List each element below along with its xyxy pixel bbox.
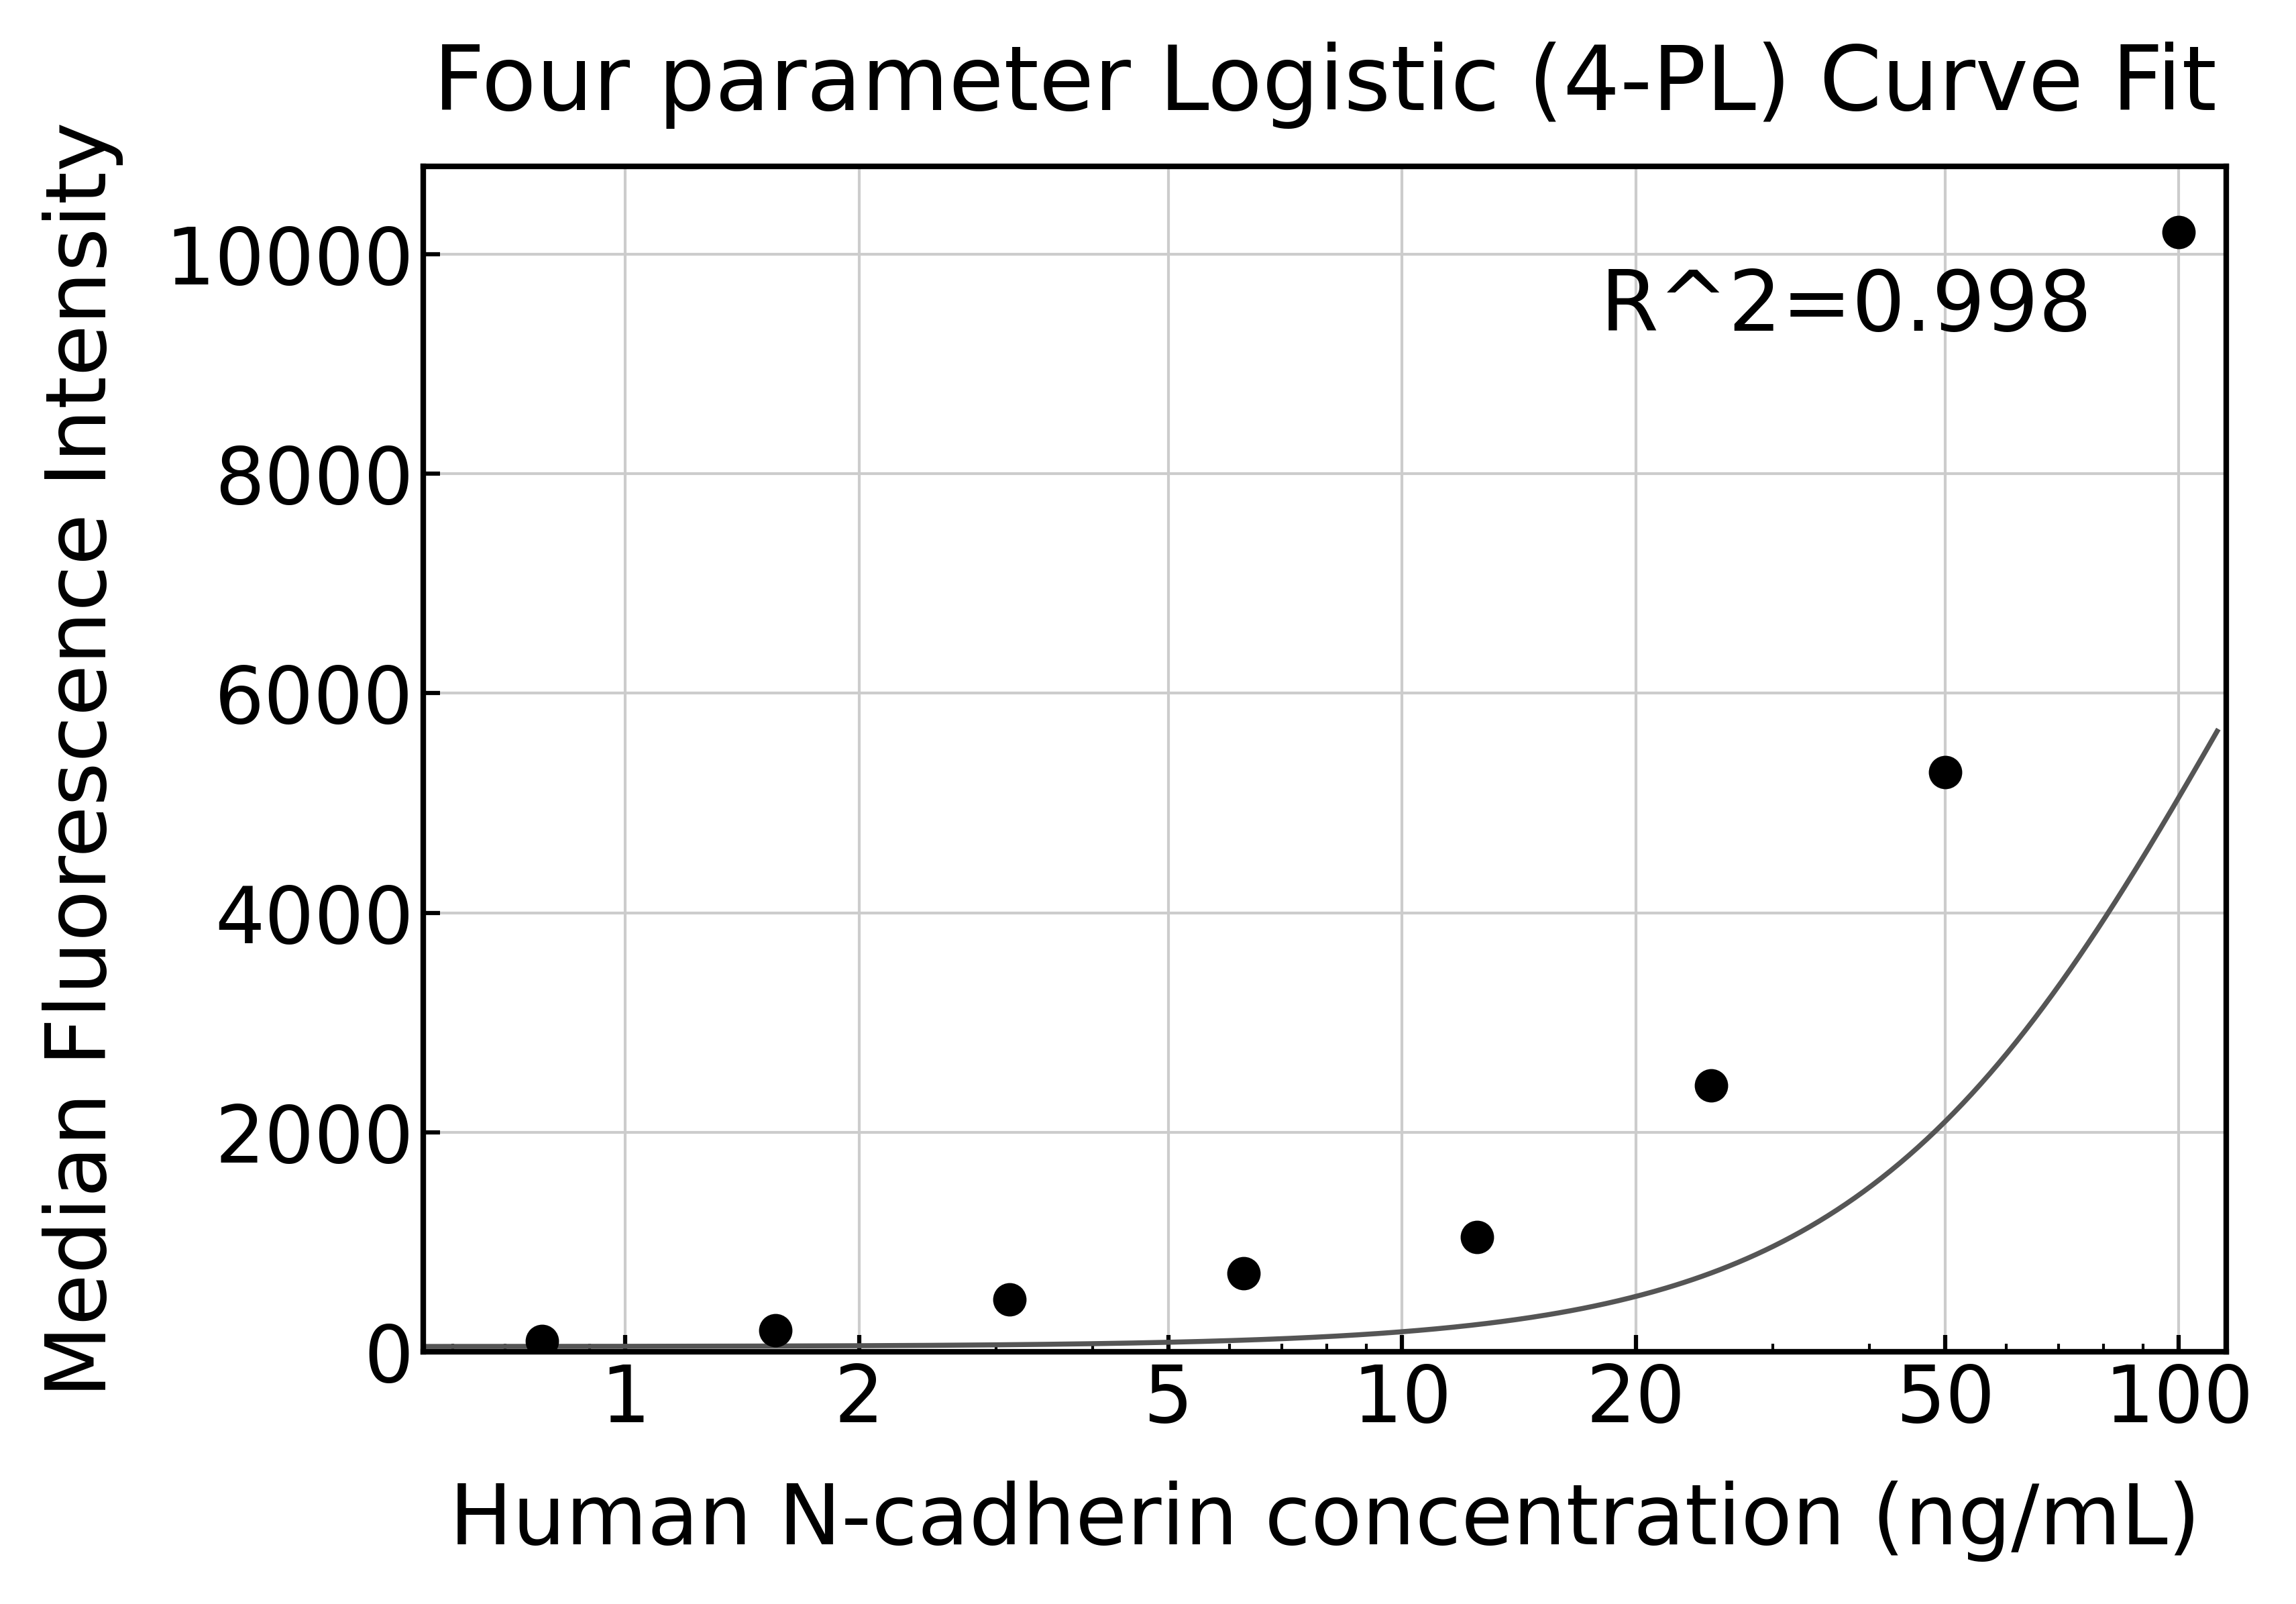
X-axis label: Human N-cadherin concentration (ng/mL): Human N-cadherin concentration (ng/mL) (450, 1480, 2200, 1562)
Point (523, 1328, 560, 1354)
Point (1226, 1261, 1263, 1286)
Point (1692, 1073, 1729, 1099)
Point (758, 1317, 794, 1343)
Title: Four parameter Logistic (4-PL) Curve Fit: Four parameter Logistic (4-PL) Curve Fit (434, 42, 2216, 130)
Text: R^2=0.998: R^2=0.998 (1600, 268, 2092, 348)
Point (2161, 220, 2197, 245)
Point (992, 1286, 1029, 1312)
Y-axis label: Median Fluorescence Intensity: Median Fluorescence Intensity (41, 122, 124, 1397)
Point (1926, 759, 1963, 784)
Point (1458, 1224, 1495, 1250)
